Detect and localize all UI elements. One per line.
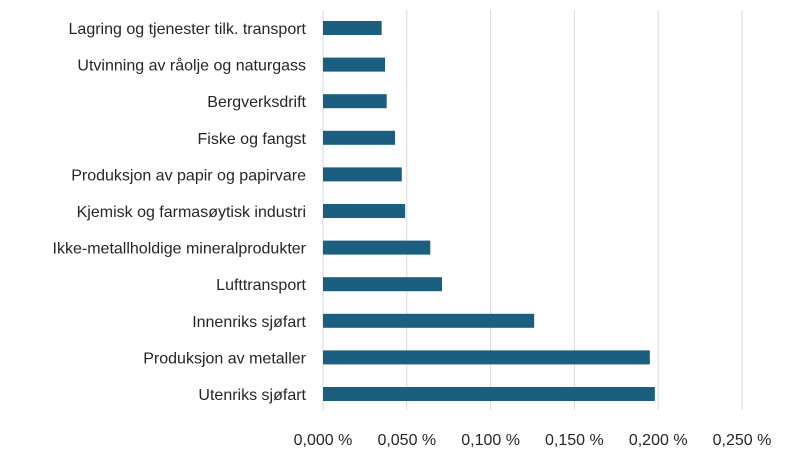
bar: [323, 350, 650, 365]
bar: [323, 387, 655, 401]
bar: [323, 130, 396, 145]
x-tick-labels: 0,000 % 0,050 % 0,100 % 0,150 % 0,200 % 0,250…: [294, 432, 772, 449]
category-label: Kjemisk og farmasøytisk industri: [77, 204, 306, 221]
x-tick-label: 0,150 %: [545, 432, 604, 449]
bar-series: [323, 21, 655, 401]
category-label: Utenriks sjøfart: [198, 387, 306, 404]
x-tick-label: 0,000 %: [294, 432, 353, 449]
bar: [323, 94, 387, 109]
category-label: Lagring og tjenester tilk. transport: [69, 21, 307, 38]
category-label: Fiske og fangst: [198, 131, 307, 148]
category-label: Innenriks sjøfart: [192, 314, 306, 331]
category-label: Produksjon av papir og papirvare: [71, 167, 306, 184]
bar: [323, 167, 402, 182]
gridlines: [322, 10, 743, 410]
bar: [323, 240, 431, 255]
bar: [323, 277, 442, 292]
bar: [323, 57, 386, 72]
category-labels: Lagring og tjenester tilk. transport Utvi…: [53, 21, 307, 404]
category-label: Utvinning av råolje og naturgass: [77, 57, 306, 75]
x-tick-label: 0,250 %: [713, 432, 772, 449]
x-tick-label: 0,100 %: [461, 432, 520, 449]
bar: [323, 21, 382, 35]
category-label: Bergverksdrift: [207, 94, 306, 111]
category-label: Produksjon av metaller: [143, 350, 306, 367]
bar: [323, 204, 406, 218]
category-label: Lufttransport: [216, 277, 306, 294]
category-label: Ikke-metallholdige mineralprodukter: [53, 241, 307, 258]
bar: [323, 313, 535, 328]
x-tick-label: 0,200 %: [629, 432, 688, 449]
x-tick-label: 0,050 %: [377, 432, 436, 449]
